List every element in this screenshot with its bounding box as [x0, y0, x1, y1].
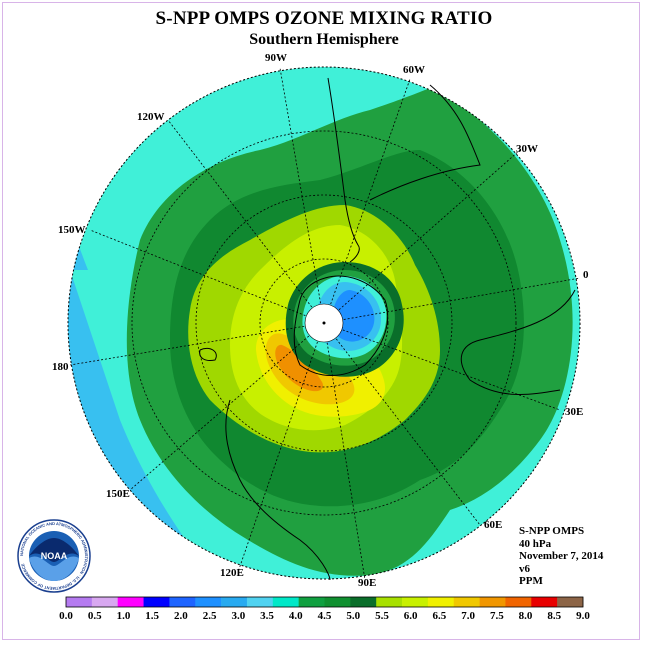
colorbar-tick-label: 2.5	[203, 610, 217, 622]
meridian-180	[69, 322, 325, 366]
lon-label-90e: 90E	[358, 577, 376, 589]
band-2.5-vortex	[331, 290, 375, 342]
noaa-logo-icon: NOAA NATIONAL OCEANIC AND ATMOSPHERIC AD…	[17, 519, 91, 593]
map-title: S-NPP OMPS OZONE MIXING RATIO	[155, 8, 493, 29]
antarctica-coast	[293, 275, 389, 376]
colorbar-swatch	[195, 597, 222, 607]
colorbar-tick-label: 0.0	[59, 610, 73, 622]
australia-coast	[225, 399, 331, 581]
colorbar-tick-label: 9.0	[576, 610, 590, 622]
colorbar-swatch	[221, 597, 248, 607]
colorbar-tick-label: 6.0	[404, 610, 418, 622]
colorbar-swatch	[298, 597, 325, 607]
colorbar-swatch	[143, 597, 170, 607]
lon-label-150e: 150E	[106, 488, 130, 500]
noaa-logo-text: NOAA	[41, 551, 68, 561]
colorbar-border	[65, 596, 584, 608]
colorbar-swatch	[324, 597, 351, 607]
meridian-120w	[167, 119, 325, 324]
map-boundary	[67, 66, 581, 580]
version-label: v6	[519, 562, 530, 575]
colorbar-tick-label: 3.0	[231, 610, 245, 622]
colorbar-tick-label: 1.0	[117, 610, 131, 622]
lon-label-0: 0	[583, 269, 589, 281]
colorbar-swatch	[246, 597, 274, 607]
lon-label-60e: 60E	[484, 519, 502, 531]
colorbar-swatch	[376, 597, 403, 607]
lat-circle-1	[259, 258, 389, 388]
colorbar-swatch	[402, 597, 429, 607]
colorbar-tick-label: 4.0	[289, 610, 303, 622]
meridian-60e	[323, 322, 481, 526]
meridian-60w	[323, 78, 411, 324]
colorbar-tick-label: 4.5	[318, 610, 332, 622]
south-america-east-coast	[369, 84, 481, 201]
observation-date: November 7, 2014	[519, 550, 604, 562]
metadata-block: S-NPP OMPS 40 hPa November 7, 2014 v6 PP…	[519, 525, 603, 588]
lon-label-150w: 150W	[58, 224, 86, 236]
colorbar-swatch	[66, 597, 93, 607]
colorbar-swatch	[350, 597, 377, 607]
colorbar-tick-label: 6.5	[433, 610, 447, 622]
colorbar-swatch	[557, 597, 584, 607]
south-pole-marker	[322, 321, 326, 325]
colorbar-swatch	[427, 597, 455, 607]
colorbar-tick-label: 3.5	[260, 610, 274, 622]
colorbar-swatch	[91, 597, 118, 607]
coastlines	[199, 77, 576, 581]
instrument-label: S-NPP OMPS	[519, 525, 585, 537]
lon-label-60w: 60W	[403, 64, 425, 76]
colorbar-tick-label: 0.5	[88, 610, 102, 622]
colorbar-tick-label: 2.0	[174, 610, 188, 622]
meridian-90w	[279, 67, 325, 324]
lon-label-30w: 30W	[516, 143, 538, 155]
colorbar-swatch	[505, 597, 532, 607]
colorbar-tick-label: 7.5	[490, 610, 504, 622]
meridian-0	[323, 277, 581, 324]
pressure-level: 40 hPa	[519, 537, 552, 550]
colorbar-swatch	[479, 597, 506, 607]
units-label: PPM	[519, 575, 543, 587]
lon-label-90w: 90W	[265, 52, 287, 64]
lat-circle-3	[131, 130, 517, 516]
colorbar-swatch	[272, 597, 299, 607]
colorbar-tick-label: 1.5	[145, 610, 159, 622]
map-subtitle: Southern Hemisphere	[249, 31, 399, 48]
lon-label-30e: 30E	[565, 406, 583, 418]
lat-circle-2	[195, 194, 453, 452]
colorbar-tick-label: 8.0	[519, 610, 533, 622]
meridian-150w	[89, 229, 325, 324]
meridian-30e	[323, 322, 561, 411]
lon-label-120e: 120E	[220, 567, 244, 579]
meridian-30w	[323, 149, 521, 324]
lon-label-120w: 120W	[137, 111, 165, 123]
figure-frame	[2, 2, 640, 640]
south-america-coast	[327, 77, 360, 263]
colorbar-tick-label: 5.5	[375, 610, 389, 622]
colorbar-swatch	[453, 597, 480, 607]
meridian-90e	[323, 322, 366, 581]
colorbar-swatch	[531, 597, 558, 607]
colorbar-swatch	[117, 597, 144, 607]
graticule	[69, 67, 581, 581]
colorbar-tick-label: 7.0	[461, 610, 475, 622]
lon-label-180: 180	[52, 361, 69, 373]
colorbar-tick-label: 8.5	[547, 610, 561, 622]
colorbar-swatch	[169, 597, 196, 607]
colorbar: 0.0 0.5 1.0 1.5 2.0 2.5 3.0 3.5 4.0 4.5 5.0 5.5 6.0 6…	[59, 596, 590, 622]
colorbar-tick-label: 5.0	[346, 610, 360, 622]
meridian-150e	[129, 322, 325, 491]
band-7.0-7.5	[275, 344, 324, 392]
